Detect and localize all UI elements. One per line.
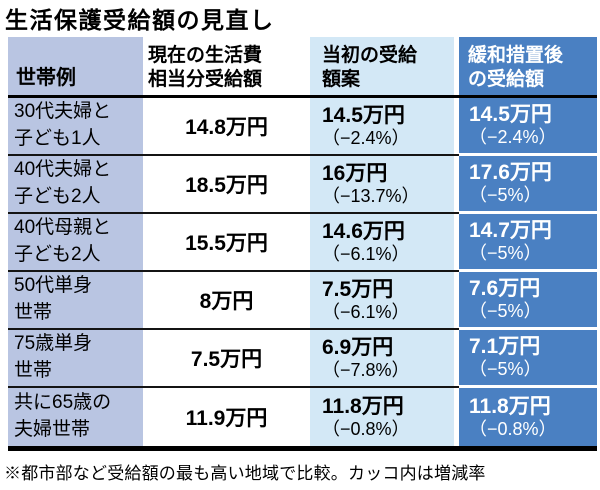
column-gap: [454, 330, 459, 388]
page-title: 生活保護受給額の見直し: [5, 7, 275, 33]
table-row: 30代夫婦と 子ども1人 14.8万円 14.5万円 （−2.4%） 14.5万…: [8, 98, 597, 156]
after-relief-cell: 14.5万円 （−2.4%）: [459, 98, 597, 156]
after-relief-cell: 14.7万円 （−5%）: [459, 214, 597, 272]
amount-value: 11.8万円: [469, 394, 551, 418]
after-relief-cell: 7.1万円 （−5%）: [459, 330, 597, 388]
amount-value: 6.9万円: [322, 335, 394, 359]
change-percent: （−6.1%）: [322, 301, 410, 322]
initial-proposal-cell: 14.6万円 （−6.1%）: [310, 214, 454, 272]
table-row: 75歳単身 世帯 7.5万円 6.9万円 （−7.8%） 7.1万円 （−5%）: [8, 330, 597, 388]
household-cell: 40代母親と 子ども2人: [8, 214, 143, 272]
amount-value: 14.5万円: [469, 103, 552, 127]
header-current-amount: 現在の生活費 相当分受給額: [148, 45, 263, 90]
amount-value: 16万円: [322, 161, 388, 185]
household-cell: 75歳単身 世帯: [8, 330, 143, 388]
initial-proposal-cell: 6.9万円 （−7.8%）: [310, 330, 454, 388]
current-amount-cell: 15.5万円: [143, 214, 310, 272]
household-cell: 50代単身 世帯: [8, 272, 143, 330]
table-row: 40代夫婦と 子ども2人 18.5万円 16万円 （−13.7%） 17.6万円…: [8, 156, 597, 214]
change-percent: （−5%）: [469, 185, 542, 206]
benefits-table: 世帯例 現在の生活費 相当分受給額 当初の受給 額案 緩和措置後 の受給額 30…: [8, 37, 597, 451]
household-cell: 共に65歳の 夫婦世帯: [8, 388, 143, 446]
header-initial-proposal: 当初の受給 額案: [310, 37, 454, 95]
amount-value: 17.6万円: [469, 161, 552, 185]
change-percent: （−0.8%）: [322, 418, 410, 439]
change-percent: （−5%）: [469, 243, 542, 264]
column-gap: [454, 272, 459, 330]
change-percent: （−5%）: [469, 359, 542, 380]
household-cell: 30代夫婦と 子ども1人: [8, 98, 143, 156]
amount-value: 14.5万円: [322, 103, 405, 127]
initial-proposal-cell: 11.8万円 （−0.8%）: [310, 388, 454, 446]
header-after-relief: 緩和措置後 の受給額: [459, 37, 597, 95]
change-percent: （−0.8%）: [469, 418, 557, 439]
after-relief-cell: 7.6万円 （−5%）: [459, 272, 597, 330]
amount-value: 7.5万円: [322, 277, 394, 301]
after-relief-cell: 17.6万円 （−5%）: [459, 156, 597, 214]
amount-value: 14.7万円: [469, 219, 552, 243]
amount-value: 11.8万円: [322, 394, 404, 418]
footnote: ※都市部など受給額の最も高い地域で比較。カッコ内は増減率: [4, 464, 486, 483]
header-household: 世帯例: [8, 37, 143, 95]
current-amount-cell: 11.9万円: [185, 407, 268, 430]
table-header-row: 世帯例 現在の生活費 相当分受給額 当初の受給 額案 緩和措置後 の受給額: [8, 37, 597, 98]
amount-value: 14.6万円: [322, 219, 405, 243]
change-percent: （−2.4%）: [322, 127, 410, 148]
initial-proposal-cell: 16万円 （−13.7%）: [310, 156, 454, 214]
table-row: 共に65歳の 夫婦世帯 11.9万円 11.8万円 （−0.8%） 11.8万円…: [8, 388, 597, 446]
change-percent: （−2.4%）: [469, 127, 557, 148]
current-amount-cell: 14.8万円: [143, 98, 310, 156]
initial-proposal-cell: 14.5万円 （−2.4%）: [310, 98, 454, 156]
after-relief-cell: 11.8万円 （−0.8%）: [459, 388, 597, 446]
amount-value: 7.1万円: [469, 335, 541, 359]
amount-value: 7.6万円: [469, 277, 541, 301]
column-gap: [454, 156, 459, 214]
current-amount-cell: 18.5万円: [143, 156, 310, 214]
initial-proposal-cell: 7.5万円 （−6.1%）: [310, 272, 454, 330]
change-percent: （−7.8%）: [322, 359, 410, 380]
current-amount-cell: 8万円: [143, 272, 310, 330]
column-gap: [454, 98, 459, 156]
change-percent: （−13.7%）: [322, 185, 420, 206]
household-cell: 40代夫婦と 子ども2人: [8, 156, 143, 214]
table-row: 40代母親と 子ども2人 15.5万円 14.6万円 （−6.1%） 14.7万…: [8, 214, 597, 272]
change-percent: （−6.1%）: [322, 243, 410, 264]
column-gap: [454, 214, 459, 272]
table-row: 50代単身 世帯 8万円 7.5万円 （−6.1%） 7.6万円 （−5%）: [8, 272, 597, 330]
change-percent: （−5%）: [469, 301, 542, 322]
current-amount-cell: 7.5万円: [143, 330, 310, 388]
